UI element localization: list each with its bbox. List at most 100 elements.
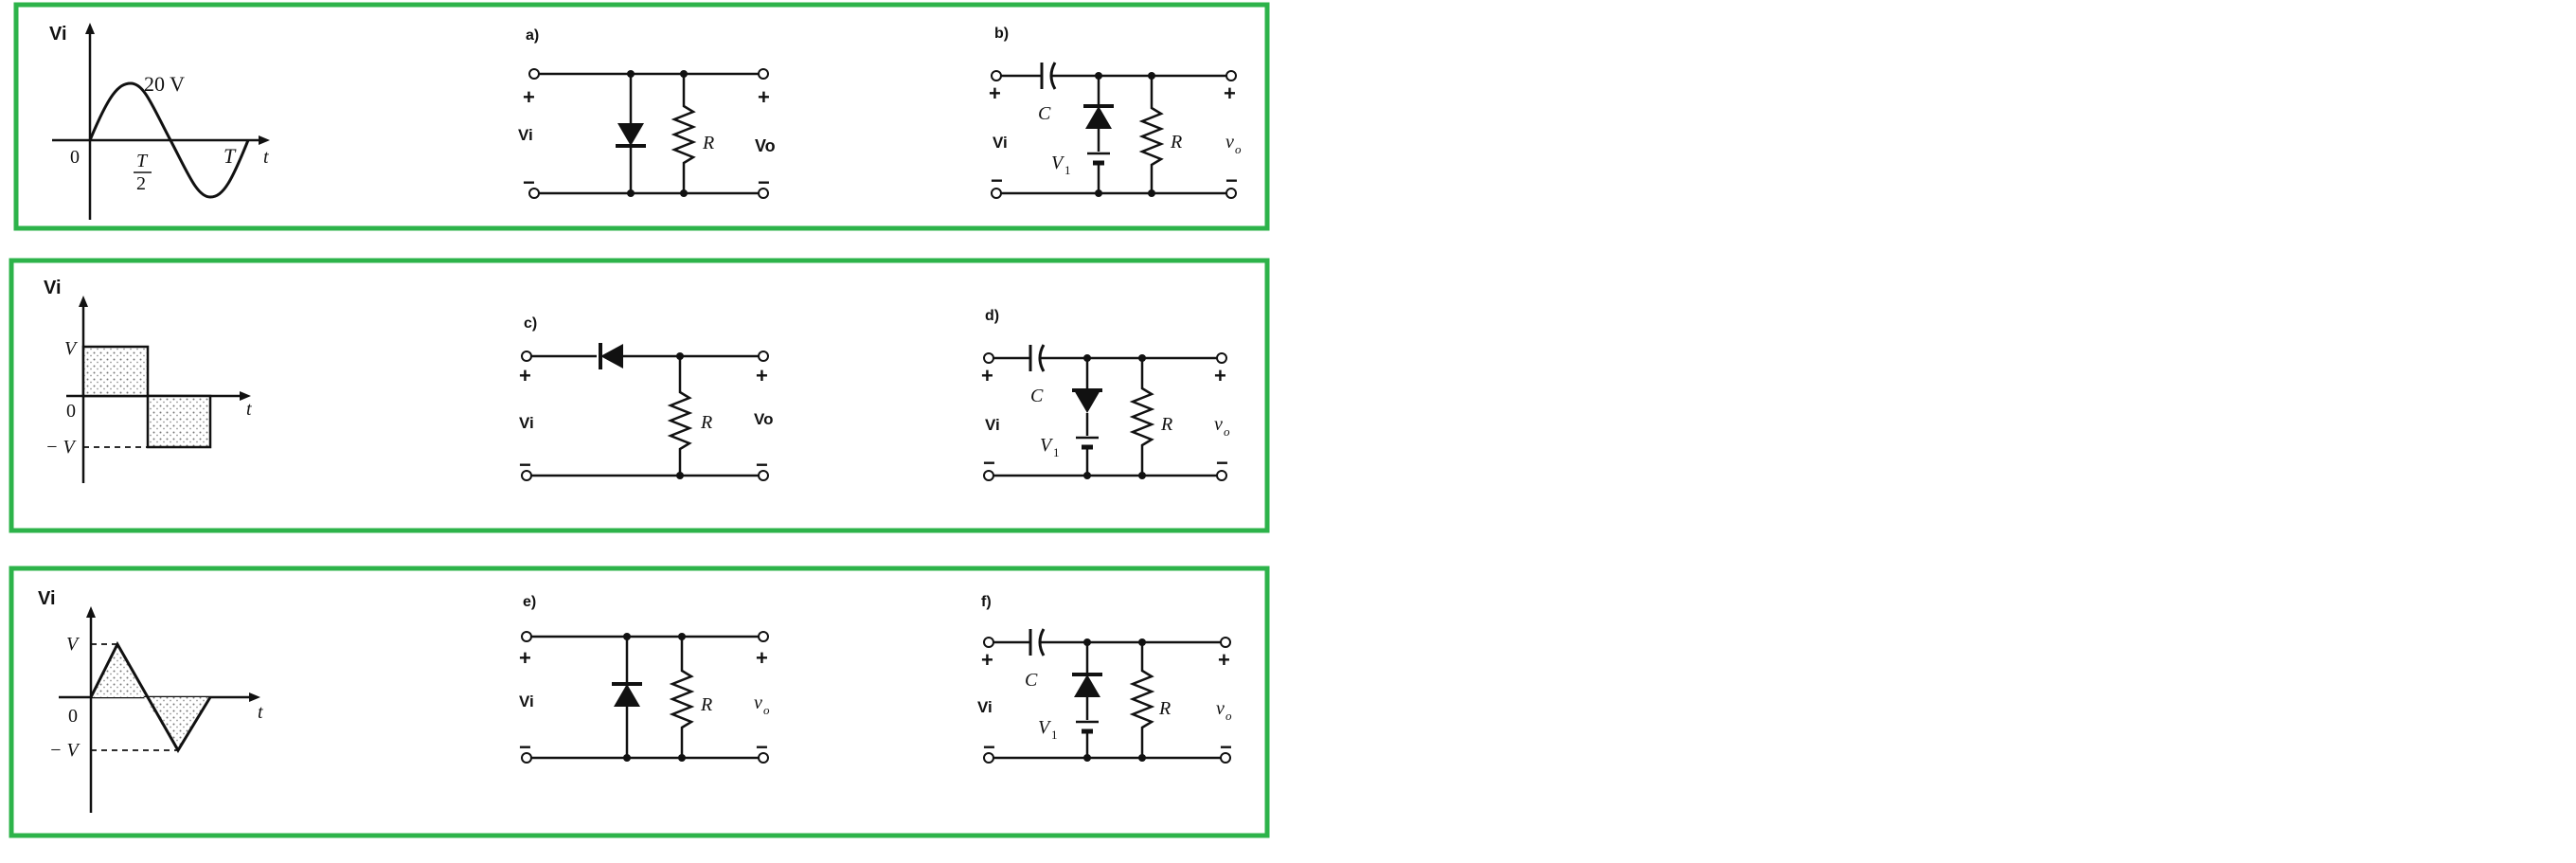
- panel-1-border: [13, 2, 1270, 231]
- circuit-e-vout-sub: o: [763, 703, 770, 717]
- circuit-e-plus-out: +: [756, 646, 768, 670]
- circuit-e-vin: Vi: [519, 692, 534, 710]
- panel-3: Vi V 0 − V t e) + + − − Vi R: [9, 566, 1270, 838]
- wave1-t-label: t: [263, 147, 269, 168]
- circuit-f-plus-out: +: [1218, 648, 1230, 672]
- circuit-f-resistor-label: R: [1158, 698, 1171, 719]
- resistor-c: [667, 356, 693, 476]
- circuit-d-cap-label: C: [1030, 386, 1044, 406]
- circuit-c-plus-in: +: [519, 364, 531, 387]
- wave2-neg-level: − V: [45, 437, 77, 458]
- circuit-a: a) + + − − Vi Vo R: [518, 27, 776, 199]
- diode-a: [617, 123, 644, 146]
- circuit-b-plus-in: +: [989, 81, 1001, 105]
- circuit-d-vout-sub: o: [1224, 424, 1230, 439]
- circuit-d-plus-in: +: [981, 364, 993, 387]
- wave2-ylabel: Vi: [44, 278, 62, 298]
- wave3-ylabel: Vi: [38, 588, 56, 609]
- circuit-b-battery-sub: 1: [1064, 163, 1071, 177]
- circuit-b-plus-out: +: [1224, 81, 1236, 105]
- resistor-b: [1138, 76, 1165, 193]
- circuit-a-plus-in: +: [523, 85, 535, 109]
- circuit-b-minus-out: −: [1225, 169, 1238, 192]
- circuit-f-vin: Vi: [977, 698, 993, 716]
- wave1-origin: 0: [70, 147, 80, 168]
- circuit-d-label: d): [985, 308, 999, 324]
- circuit-c-resistor-label: R: [700, 412, 712, 433]
- circuit-e-vout: v: [754, 692, 762, 713]
- square-pos-half: [81, 345, 150, 398]
- circuit-d-plus-out: +: [1214, 364, 1226, 387]
- diode-f: [1074, 674, 1100, 697]
- circuit-f-minus-in: −: [983, 735, 995, 759]
- circuit-d-battery-label: V: [1040, 435, 1054, 456]
- circuit-f-vout-sub: o: [1225, 709, 1232, 723]
- wave1-period: T: [224, 144, 237, 168]
- wave2-t-label: t: [246, 399, 252, 420]
- circuit-f-battery-label: V: [1038, 717, 1052, 738]
- resistor-e: [669, 637, 695, 758]
- diode-b: [1085, 106, 1112, 129]
- wave1-half-period-den: 2: [136, 173, 146, 194]
- square-waveform: Vi V 0 − V t: [44, 278, 252, 483]
- sine-waveform: Vi 20 V 0 T 2 T t: [49, 23, 270, 220]
- wave3-pos-level: V: [66, 634, 80, 655]
- resistor-d: [1129, 358, 1155, 476]
- circuit-e-plus-in: +: [519, 646, 531, 670]
- square-neg-half: [146, 394, 212, 449]
- circuit-b: b) + + − − C Vi: [989, 26, 1242, 199]
- panel-2: Vi V 0 − V t c) + + − − Vi Vo R: [9, 258, 1270, 533]
- circuit-b-label: b): [994, 26, 1009, 42]
- wave1-ylabel: Vi: [49, 24, 67, 45]
- circuit-d-battery-sub: 1: [1053, 445, 1060, 459]
- circuit-e-minus-out: −: [756, 735, 768, 759]
- wave3-neg-level: − V: [49, 740, 80, 761]
- resistor-f: [1129, 642, 1155, 758]
- circuit-d-resistor-label: R: [1160, 414, 1172, 435]
- circuit-e-resistor-label: R: [700, 694, 712, 715]
- circuit-d-minus-in: −: [983, 451, 995, 475]
- wave1-amplitude: 20 V: [144, 72, 185, 96]
- circuit-a-minus-in: −: [523, 171, 535, 194]
- circuit-f-minus-out: −: [1220, 735, 1232, 759]
- circuit-a-minus-out: −: [758, 171, 770, 194]
- circuit-b-vin: Vi: [993, 134, 1008, 152]
- circuit-c-minus-out: −: [756, 453, 768, 476]
- wave3-origin: 0: [68, 706, 78, 727]
- panel-1: Vi 20 V 0 T 2 T t a) + +: [13, 2, 1270, 231]
- circuit-e: e) + + − − Vi R v o: [519, 594, 770, 764]
- diode-d: [1074, 390, 1100, 413]
- circuit-f-battery-sub: 1: [1051, 728, 1058, 742]
- circuit-b-resistor-label: R: [1170, 132, 1182, 153]
- wave2-origin: 0: [66, 401, 76, 422]
- circuit-d: d) + + − − C Vi V 1: [981, 308, 1230, 481]
- circuit-c: c) + + − − Vi Vo R: [519, 315, 773, 481]
- wave3-t-label: t: [258, 702, 263, 723]
- panel-2-border: [9, 258, 1270, 533]
- circuit-b-vout: v: [1225, 132, 1234, 153]
- circuit-a-resistor-label: R: [702, 133, 714, 153]
- circuit-d-vout: v: [1214, 414, 1223, 435]
- triangle-waveform: Vi V 0 − V t: [38, 588, 263, 813]
- circuit-f-label: f): [981, 594, 992, 610]
- circuit-a-label: a): [526, 27, 539, 44]
- diode-c: [600, 344, 623, 369]
- triangle-neg-half: [144, 697, 210, 750]
- triangle-pos-half: [91, 644, 144, 697]
- circuit-c-plus-out: +: [756, 364, 768, 387]
- circuit-c-vin: Vi: [519, 414, 534, 432]
- circuit-b-cap-label: C: [1038, 103, 1051, 124]
- circuit-b-minus-in: −: [991, 169, 1003, 192]
- circuit-a-vout: Vo: [755, 136, 776, 155]
- wave2-pos-level: V: [64, 338, 79, 359]
- circuit-c-vout: Vo: [754, 410, 773, 428]
- circuit-b-vout-sub: o: [1235, 142, 1242, 156]
- resistor-a: [671, 74, 697, 193]
- wave1-half-period-num: T: [136, 151, 149, 171]
- circuit-c-label: c): [524, 315, 537, 332]
- circuit-e-minus-in: −: [519, 735, 531, 759]
- circuit-f-plus-in: +: [981, 648, 993, 672]
- circuit-f-cap-label: C: [1025, 670, 1038, 691]
- diode-e: [614, 684, 640, 707]
